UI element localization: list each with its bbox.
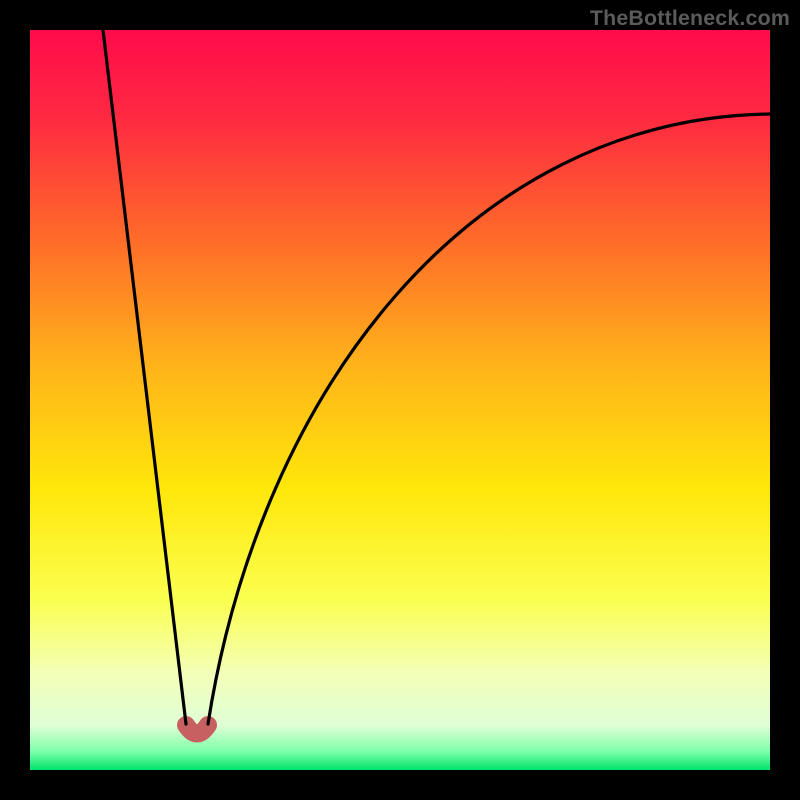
bottleneck-chart-svg [0, 0, 800, 800]
source-watermark: TheBottleneck.com [590, 6, 790, 31]
optimal-point-marker [186, 725, 208, 734]
chart-stage: TheBottleneck.com [0, 0, 800, 800]
gradient-background [30, 30, 770, 770]
